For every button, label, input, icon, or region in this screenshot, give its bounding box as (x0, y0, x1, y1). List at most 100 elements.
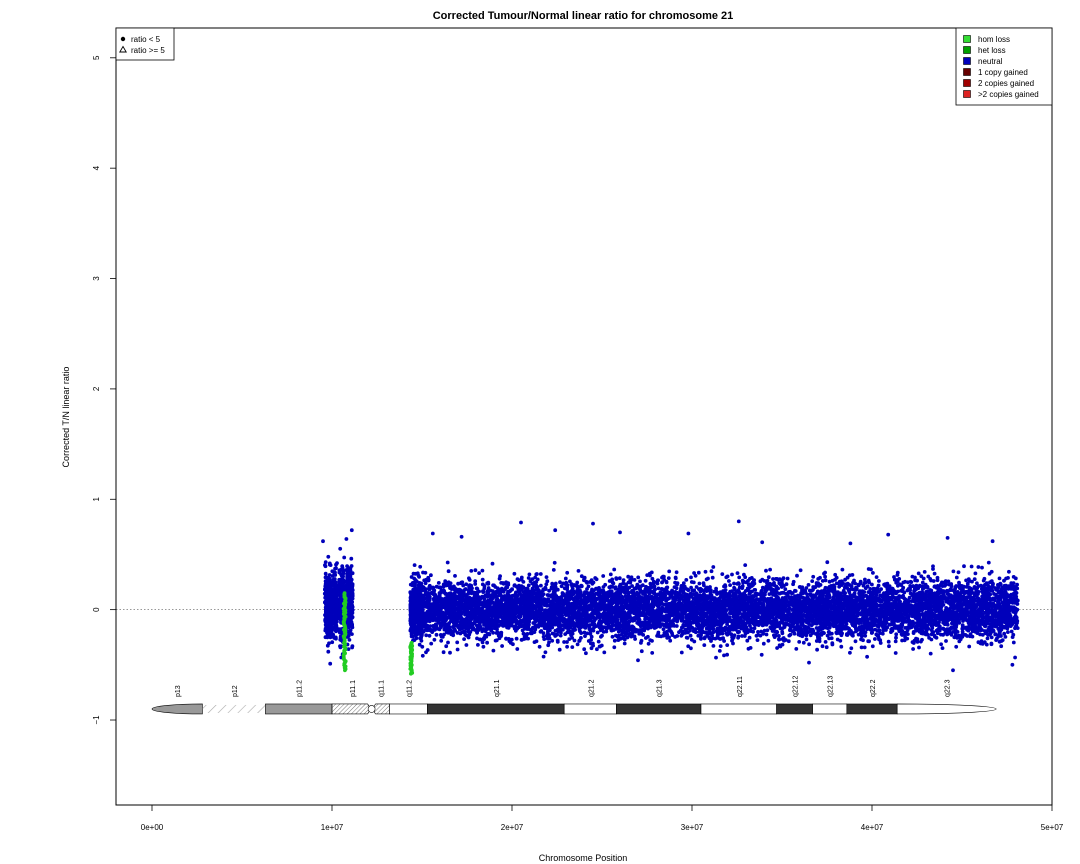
data-point (636, 575, 641, 580)
data-point (576, 569, 581, 573)
data-point (331, 592, 336, 597)
data-point (418, 564, 423, 569)
data-point (416, 627, 421, 632)
data-point (806, 583, 811, 587)
data-point (330, 640, 335, 645)
data-point (409, 615, 413, 620)
data-point (323, 575, 328, 580)
data-point (338, 594, 343, 599)
data-point (552, 560, 557, 565)
data-point (551, 568, 556, 572)
data-point (973, 571, 978, 576)
data-point (328, 608, 332, 613)
data-point (679, 650, 684, 655)
data-point (327, 641, 331, 646)
data-point (350, 571, 355, 576)
data-point (415, 579, 419, 584)
data-point (833, 577, 837, 582)
data-point (338, 546, 343, 551)
data-point (711, 644, 716, 648)
data-point (333, 621, 338, 626)
data-point (755, 597, 759, 601)
data-point (448, 650, 452, 655)
data-point (330, 574, 335, 578)
data-point (876, 583, 881, 588)
data-point (477, 571, 481, 575)
data-point (411, 621, 415, 625)
data-point (413, 571, 418, 576)
data-point (340, 567, 345, 572)
data-point (341, 571, 346, 576)
data-point (323, 618, 328, 623)
data-point (737, 630, 741, 634)
data-point (335, 561, 339, 565)
data-points (321, 519, 1020, 673)
data-point (543, 650, 548, 655)
data-point (416, 604, 420, 609)
data-point (656, 586, 661, 591)
data-point (331, 609, 336, 614)
data-point (522, 626, 527, 631)
data-point (714, 655, 718, 660)
data-point (346, 634, 351, 638)
chart-title: Corrected Tumour/Normal linear ratio for… (433, 10, 734, 22)
data-point (711, 565, 716, 569)
data-point (577, 639, 582, 643)
data-point (346, 586, 351, 590)
data-point (897, 582, 902, 587)
data-point (481, 644, 486, 649)
data-point (962, 564, 966, 569)
data-point (323, 564, 328, 569)
data-point (476, 643, 480, 647)
data-point (410, 605, 415, 610)
data-point (337, 630, 342, 635)
data-point (622, 641, 627, 646)
data-point (332, 570, 337, 575)
data-point (768, 567, 772, 572)
data-point (330, 632, 335, 637)
data-point (347, 638, 352, 642)
data-point (986, 560, 991, 565)
data-point (331, 604, 336, 608)
data-point (423, 570, 428, 575)
data-point (887, 644, 891, 649)
data-point (350, 624, 354, 629)
data-point (349, 556, 354, 561)
data-point (515, 647, 520, 651)
data-point (728, 583, 732, 587)
data-point (877, 579, 881, 583)
data-point (346, 607, 351, 612)
data-point (511, 642, 515, 647)
data-point (414, 608, 418, 613)
data-point (323, 583, 328, 588)
data-point (1013, 576, 1018, 581)
data-point (648, 638, 653, 642)
data-point (795, 573, 799, 578)
data-point (730, 572, 734, 577)
data-point (326, 649, 331, 654)
data-point (326, 597, 330, 602)
data-point (349, 621, 354, 626)
data-point (747, 635, 752, 640)
data-point (334, 636, 338, 641)
data-point (575, 642, 580, 647)
data-point (341, 584, 346, 589)
data-point (338, 637, 343, 642)
data-point (469, 569, 474, 573)
data-point (328, 626, 333, 631)
data-point (339, 589, 344, 594)
data-point (617, 576, 622, 581)
data-point (334, 617, 339, 622)
data-point (326, 576, 331, 580)
data-point (325, 587, 330, 591)
data-point (349, 615, 354, 620)
data-point (415, 601, 420, 605)
data-point (346, 647, 351, 651)
data-point (860, 634, 864, 639)
data-point (409, 634, 414, 639)
data-point (347, 594, 352, 599)
data-point (412, 638, 417, 642)
data-point (766, 575, 771, 580)
data-point (327, 573, 332, 577)
data-point (415, 616, 419, 621)
